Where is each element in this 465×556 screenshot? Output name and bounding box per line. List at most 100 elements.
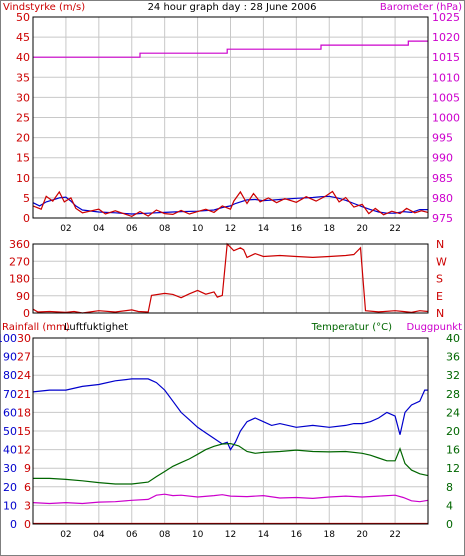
humidity-tick-label: 60 <box>3 406 17 419</box>
x-tick-label: 04 <box>93 530 105 540</box>
direction-tick-label: 270 <box>9 255 30 268</box>
direction-tick-label: 180 <box>9 273 30 286</box>
humidity-tick-label: 50 <box>3 425 17 438</box>
wind-tick-label: 5 <box>23 192 30 205</box>
rain-humidity-temperature-panel: Rainfall (mm) Luftfuktighet Temperatur (… <box>0 322 462 540</box>
x-tick-label: 06 <box>126 224 138 234</box>
barometer-tick-label: 990 <box>432 152 453 165</box>
x-tick-label: 18 <box>324 224 336 234</box>
wind-axis-label: Vindstyrke (m/s) <box>3 2 85 13</box>
barometer-tick-label: 985 <box>432 172 453 185</box>
rain-tick-label: 12 <box>17 444 31 457</box>
wind-tick-label: 50 <box>16 11 30 24</box>
humidity-tick-label: 70 <box>3 388 17 401</box>
x-tick-label: 22 <box>389 224 400 234</box>
temperature-tick-label: 8 <box>446 481 453 494</box>
series-line-blue <box>32 378 428 451</box>
rain-tick-label: 18 <box>17 406 31 419</box>
wind-tick-label: 15 <box>16 152 30 165</box>
rain-tick-label: 30 <box>17 332 31 345</box>
barometer-tick-label: 1025 <box>432 11 460 24</box>
humidity-tick-label: 90 <box>3 351 17 364</box>
humidity-tick-label: 40 <box>3 444 17 457</box>
x-tick-label: 14 <box>258 530 270 540</box>
rain-tick-label: 21 <box>17 388 31 401</box>
x-tick-label: 20 <box>356 224 368 234</box>
x-tick-label: 02 <box>60 530 71 540</box>
wind-tick-label: 45 <box>16 31 30 44</box>
x-tick-label: 08 <box>159 530 171 540</box>
barometer-tick-label: 1015 <box>432 51 460 64</box>
rain-tick-label: 24 <box>17 369 31 382</box>
rain-tick-label: 3 <box>24 499 31 512</box>
dewpoint-axis-label: Duggpunkt <box>407 322 463 333</box>
series-group <box>32 40 429 218</box>
x-tick-label: 02 <box>60 224 71 234</box>
x-tick-label: 16 <box>291 224 303 234</box>
rain-tick-label: 9 <box>24 462 31 475</box>
barometer-axis-label: Barometer (hPa) <box>380 2 462 13</box>
wind-tick-label: 35 <box>16 71 30 84</box>
direction-tick-label: 360 <box>9 238 30 251</box>
humidity-tick-label: 0 <box>10 518 17 531</box>
x-tick-label: 20 <box>356 530 368 540</box>
series-line-red <box>32 242 429 314</box>
series-group <box>32 242 429 314</box>
temperature-tick-label: 20 <box>446 425 460 438</box>
compass-label: W <box>436 255 447 268</box>
x-tick-label: 12 <box>225 530 236 540</box>
barometer-tick-label: 1010 <box>432 71 460 84</box>
wind-barometer-panel: Vindstyrke (m/s) 24 hour graph day : 28 … <box>3 2 462 234</box>
temperature-axis-label: Temperatur (°C) <box>311 322 392 333</box>
humidity-tick-label: 20 <box>3 481 17 494</box>
plot-frame <box>32 243 429 314</box>
humidity-axis-label: Luftfuktighet <box>64 322 128 333</box>
compass-label: E <box>436 290 443 303</box>
barometer-tick-label: 1005 <box>432 91 460 104</box>
chart-title: 24 hour graph day : 28 June 2006 <box>148 2 317 13</box>
wind-tick-label: 40 <box>16 51 30 64</box>
compass-label: S <box>436 273 443 286</box>
direction-tick-label: 90 <box>16 290 30 303</box>
temperature-tick-label: 12 <box>446 462 460 475</box>
x-tick-label: 18 <box>324 530 336 540</box>
temperature-tick-label: 40 <box>446 332 460 345</box>
humidity-tick-label: 80 <box>3 369 17 382</box>
compass-label: N <box>436 238 444 251</box>
rain-tick-label: 0 <box>24 518 31 531</box>
rain-tick-label: 27 <box>17 351 31 364</box>
series-line-green <box>33 442 429 485</box>
humidity-tick-label: 10 <box>3 499 17 512</box>
plot-frame <box>32 337 429 525</box>
barometer-tick-label: 980 <box>432 192 453 205</box>
series-line-magenta <box>32 493 429 505</box>
temperature-tick-label: 24 <box>446 406 460 419</box>
x-tick-label: 22 <box>389 530 400 540</box>
wind-tick-label: 25 <box>16 112 30 125</box>
temperature-tick-label: 0 <box>446 518 453 531</box>
rain-tick-label: 15 <box>17 425 31 438</box>
compass-label: N <box>436 307 444 320</box>
x-tick-label: 04 <box>93 224 105 234</box>
rainfall-axis-label: Rainfall (mm) <box>2 322 70 333</box>
temperature-tick-label: 4 <box>446 499 453 512</box>
wind-tick-label: 20 <box>16 132 30 145</box>
barometer-tick-label: 1000 <box>432 112 460 125</box>
series-line-red <box>32 190 429 218</box>
barometer-tick-label: 995 <box>432 132 453 145</box>
x-tick-label: 10 <box>192 530 204 540</box>
x-tick-label: 16 <box>291 530 303 540</box>
barometer-tick-label: 975 <box>432 212 453 225</box>
wind-tick-label: 0 <box>23 212 30 225</box>
plot-frame <box>32 16 429 219</box>
direction-tick-label: 0 <box>23 307 30 320</box>
x-tick-label: 08 <box>159 224 171 234</box>
wind-tick-label: 30 <box>16 91 30 104</box>
rain-tick-label: 6 <box>24 481 31 494</box>
x-tick-label: 14 <box>258 224 270 234</box>
temperature-tick-label: 36 <box>446 351 460 364</box>
x-tick-label: 06 <box>126 530 138 540</box>
